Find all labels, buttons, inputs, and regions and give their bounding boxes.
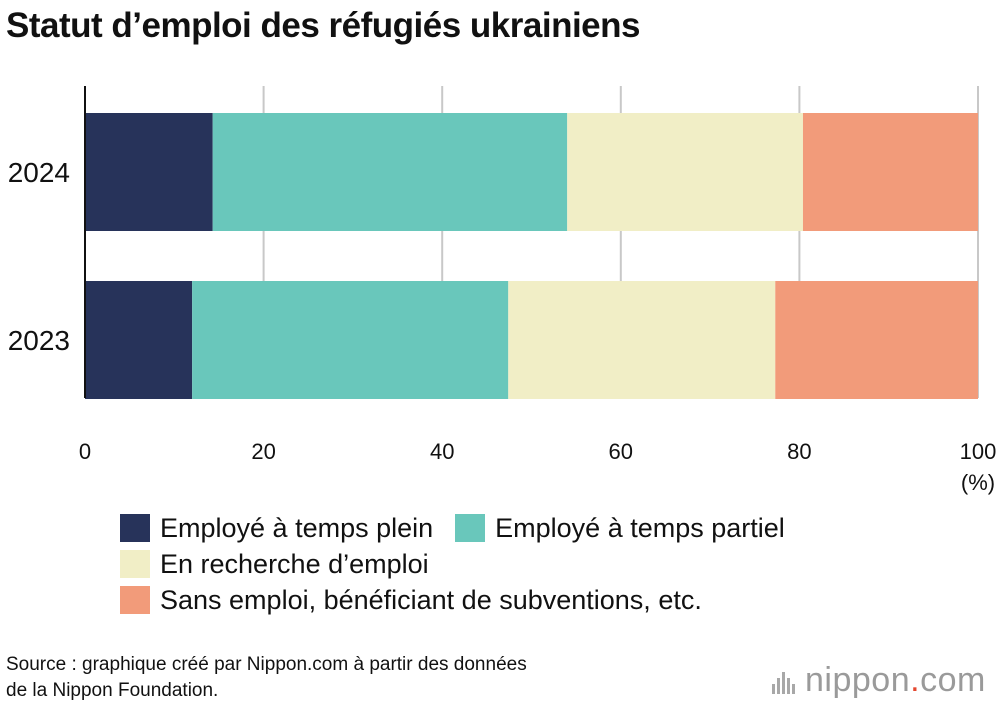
legend-item-full-time: Employé à temps plein bbox=[120, 513, 433, 544]
bar-2023-series-2 bbox=[508, 281, 776, 399]
legend-row-3: Sans emploi, bénéficiant de subventions,… bbox=[120, 582, 807, 618]
bar-2024-series-2 bbox=[567, 113, 803, 231]
bar-2024-series-1 bbox=[212, 113, 568, 231]
logo-tld: com bbox=[920, 660, 986, 699]
legend-label-job-seeking: En recherche d’emploi bbox=[160, 548, 429, 579]
legend-item-job-seeking: En recherche d’emploi bbox=[120, 549, 429, 580]
legend-swatch-job-seeking bbox=[120, 550, 150, 578]
logo-name: nippon bbox=[805, 660, 911, 699]
legend: Employé à temps plein Employé à temps pa… bbox=[120, 510, 807, 618]
legend-row-1: Employé à temps plein Employé à temps pa… bbox=[120, 510, 807, 546]
bar-2023-series-0 bbox=[85, 281, 193, 399]
source-note: Source : graphique créé par Nippon.com à… bbox=[6, 652, 706, 704]
legend-label-unemployed: Sans emploi, bénéficiant de subventions,… bbox=[160, 584, 702, 615]
x-tick-label-60: 60 bbox=[609, 439, 633, 464]
legend-label-part-time: Employé à temps partiel bbox=[495, 512, 785, 543]
source-line-1: Source : graphique créé par Nippon.com à… bbox=[6, 654, 527, 675]
bar-2023-series-3 bbox=[775, 281, 978, 399]
legend-item-unemployed: Sans emploi, bénéficiant de subventions,… bbox=[120, 585, 702, 616]
x-tick-label-80: 80 bbox=[787, 439, 811, 464]
x-tick-label-40: 40 bbox=[430, 439, 454, 464]
legend-swatch-full-time bbox=[120, 514, 150, 542]
source-line-2: de la Nippon Foundation. bbox=[6, 680, 219, 701]
y-tick-label-2024: 2024 bbox=[8, 157, 70, 188]
bar-2024-series-3 bbox=[802, 113, 978, 231]
nippon-logo[interactable]: nippon.com bbox=[772, 660, 986, 700]
legend-row-2: En recherche d’emploi bbox=[120, 546, 807, 582]
y-tick-label-2023: 2023 bbox=[8, 325, 70, 356]
bar-chart: 2024 2023 0 20 40 60 80 100 (%) bbox=[8, 86, 997, 495]
x-tick-label-20: 20 bbox=[251, 439, 275, 464]
legend-label-full-time: Employé à temps plein bbox=[160, 512, 434, 543]
bar-2024-series-0 bbox=[85, 113, 213, 231]
legend-item-part-time: Employé à temps partiel bbox=[455, 513, 785, 544]
logo-bars-icon bbox=[772, 666, 797, 694]
x-tick-label-100: 100 bbox=[960, 439, 997, 464]
logo-dot: . bbox=[910, 660, 921, 699]
logo-text: nippon.com bbox=[805, 661, 986, 700]
chart-title: Statut d’emploi des réfugiés ukrainiens bbox=[6, 6, 640, 45]
legend-swatch-unemployed bbox=[120, 586, 150, 614]
legend-swatch-part-time bbox=[455, 514, 486, 542]
x-axis-unit-label: (%) bbox=[961, 470, 995, 495]
bar-2023-series-1 bbox=[192, 281, 509, 399]
x-tick-label-0: 0 bbox=[79, 439, 91, 464]
